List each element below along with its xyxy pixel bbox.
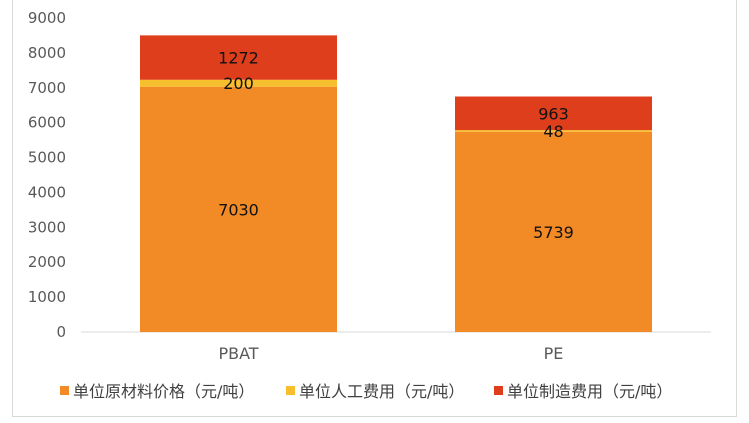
data-label: 7030 [218,200,259,219]
legend-label: 单位原材料价格（元/吨） [73,382,254,401]
x-category-label: PBAT [218,344,258,363]
legend-swatch [286,386,295,395]
legend-swatch [494,386,503,395]
legend-label: 单位制造费用（元/吨） [507,382,672,401]
data-label: 1272 [218,49,259,68]
data-label: 200 [223,74,254,93]
y-tick-label: 4000 [28,183,66,201]
y-tick-label: 3000 [28,218,66,236]
y-tick-label: 5000 [28,149,66,167]
x-category-label: PE [544,344,564,363]
bar-segment [140,79,337,87]
y-tick-label: 1000 [28,288,66,306]
bar-segment [455,131,652,332]
legend: 单位原材料价格（元/吨） 单位人工费用（元/吨） 单位制造费用（元/吨） [60,382,672,401]
y-tick-label: 8000 [28,44,66,62]
data-label: 963 [538,104,569,123]
bar-segment [140,35,337,80]
bar-segment [455,96,652,131]
y-axis: 0 1000 2000 3000 4000 5000 6000 7000 8000 9000 [28,9,66,341]
y-tick-label: 7000 [28,79,66,97]
bar-segment [455,130,652,132]
legend-swatch [60,386,69,395]
data-label: 5739 [533,223,574,242]
x-axis: PBAT PE [218,344,563,363]
data-label: 48 [543,122,563,141]
bar-segment [140,86,337,332]
legend-label: 单位人工费用（元/吨） [299,382,464,401]
y-tick-label: 6000 [28,114,66,132]
y-tick-label: 0 [56,323,66,341]
y-tick-label: 9000 [28,9,66,27]
y-tick-label: 2000 [28,253,66,271]
chart-frame [12,0,737,417]
